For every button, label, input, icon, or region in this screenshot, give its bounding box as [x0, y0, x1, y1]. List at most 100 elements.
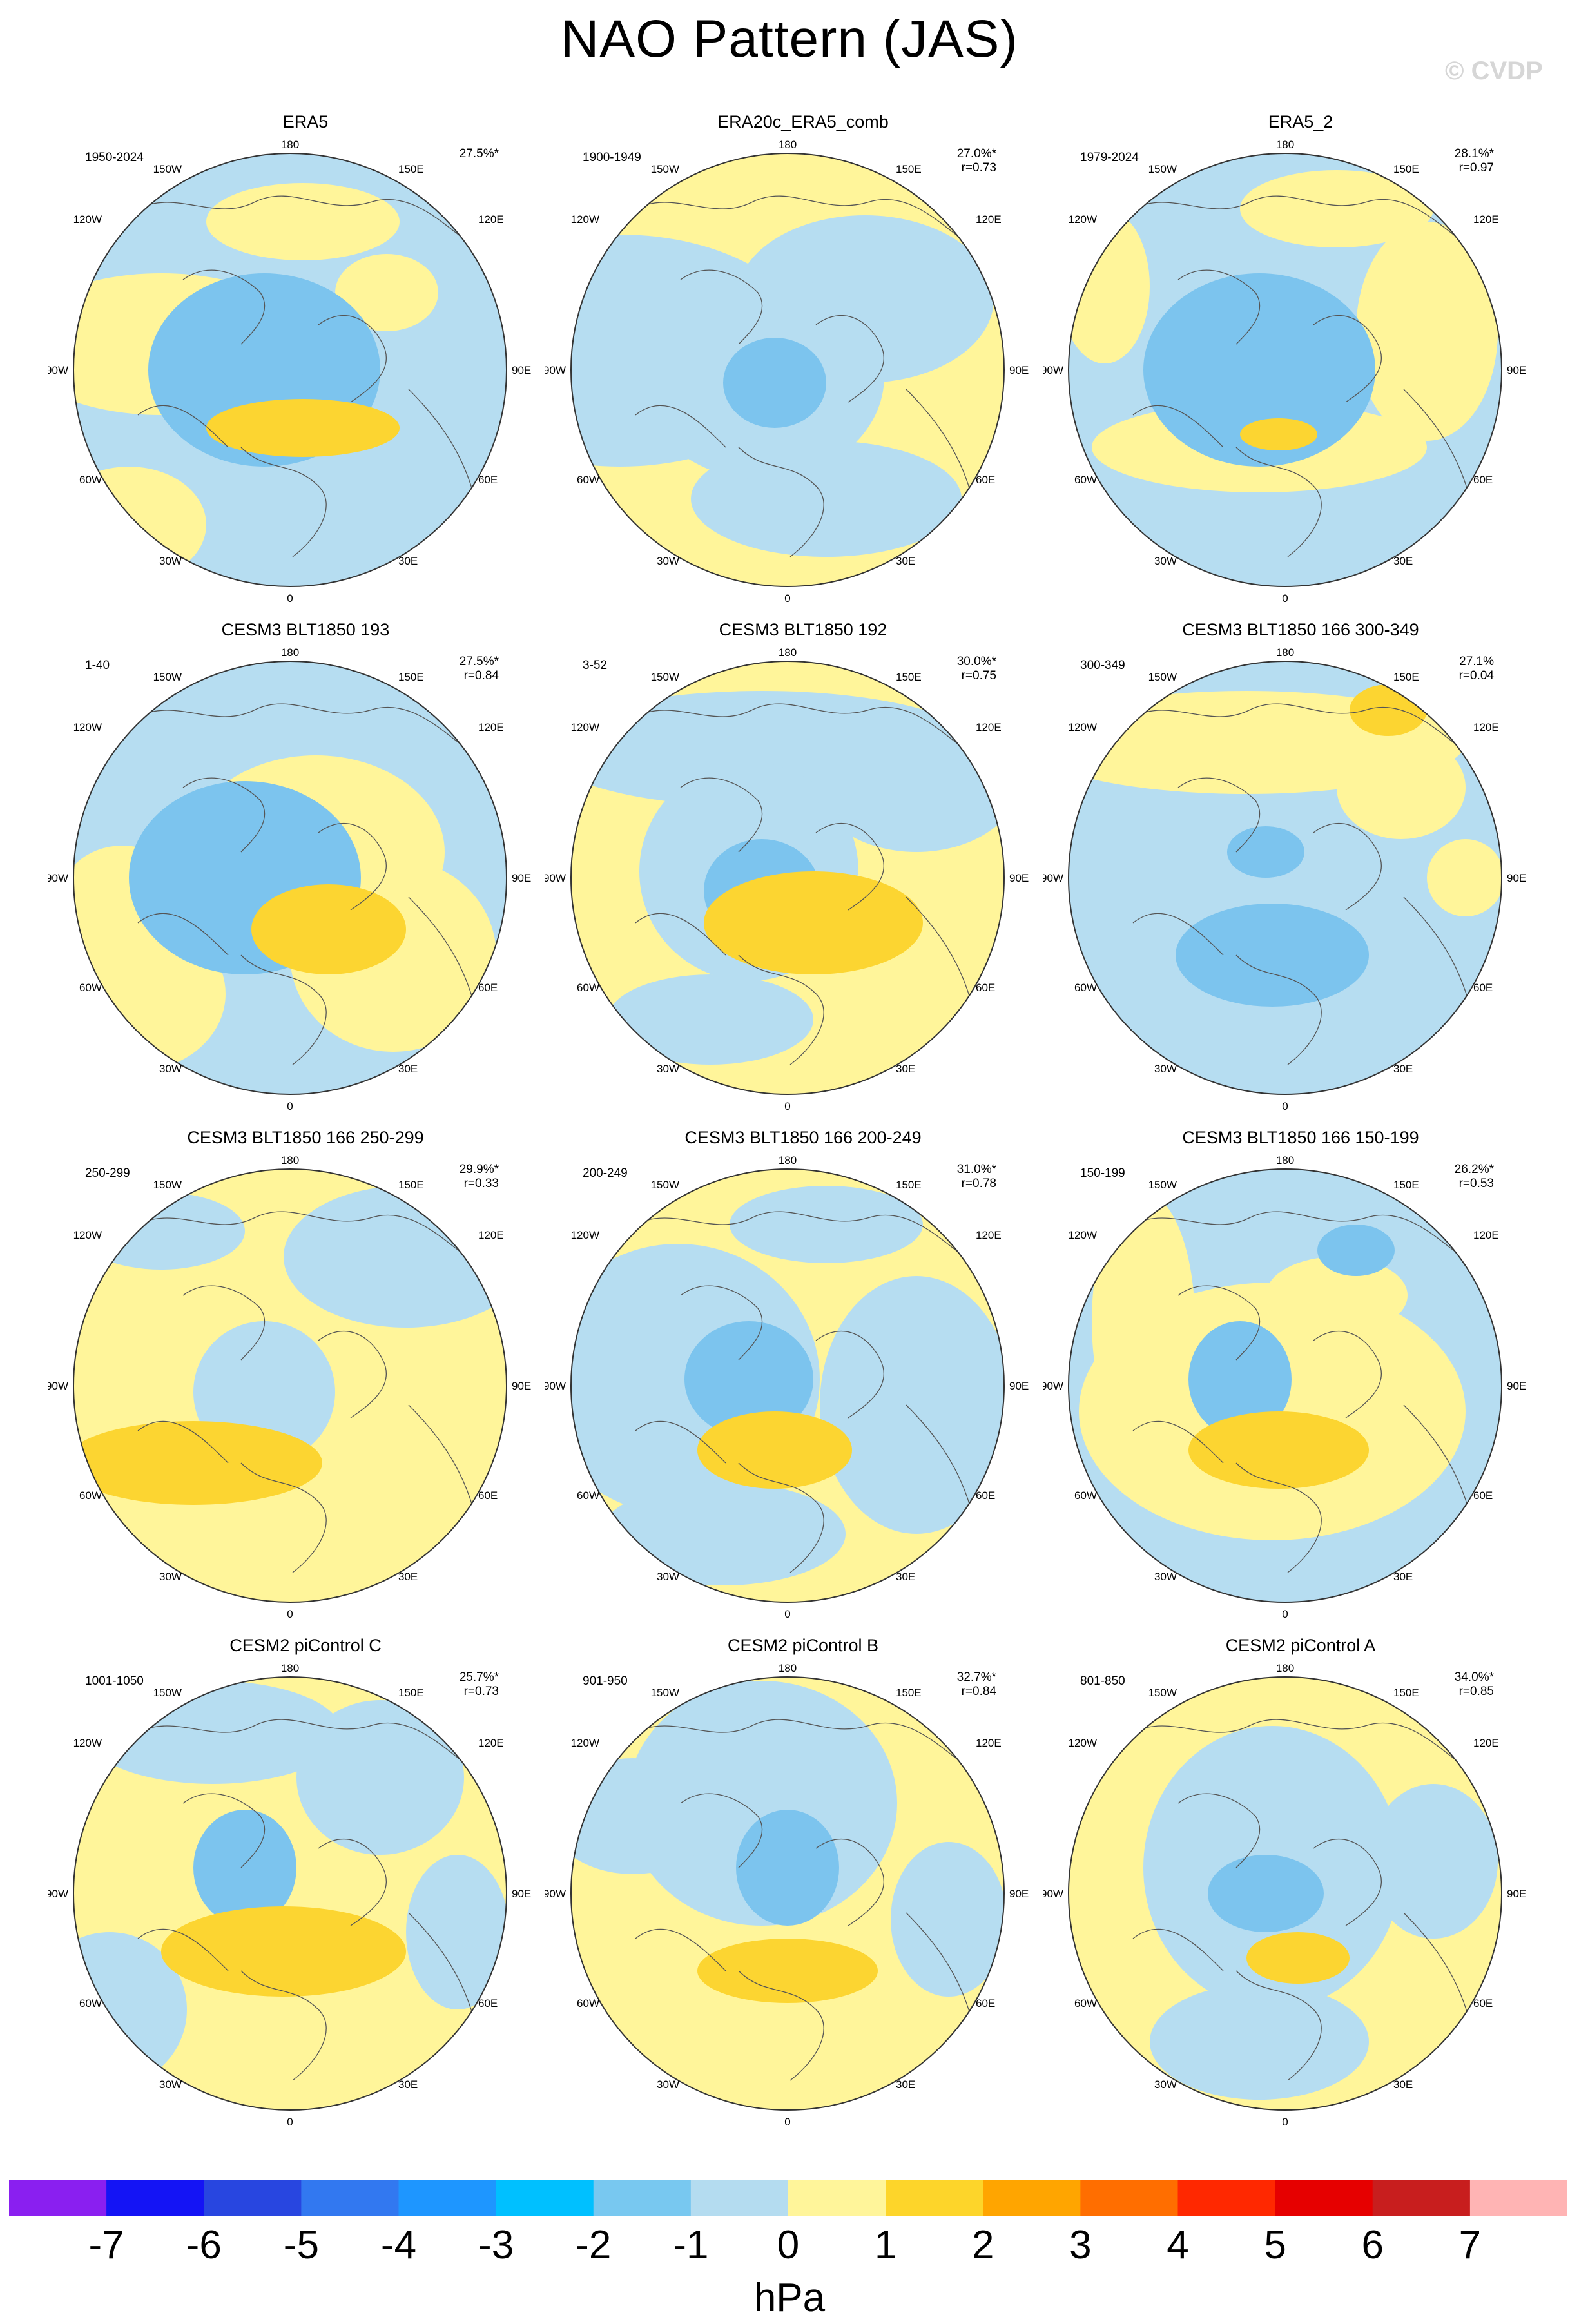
- coastline: [635, 1719, 965, 1765]
- positive-anomaly-region: [335, 254, 438, 331]
- variance-explained: 27.0%*: [956, 147, 996, 160]
- lon-label-60w: 60W: [577, 474, 599, 486]
- lon-label-90w: 90W: [1043, 1380, 1063, 1392]
- colorbar-box: [593, 2180, 692, 2216]
- coastline: [1313, 822, 1382, 911]
- variance-explained: 31.0%*: [956, 1163, 996, 1176]
- lon-label-30e: 30E: [398, 1571, 418, 1583]
- lon-label-180: 180: [779, 646, 797, 659]
- panel-period: 1-40: [85, 659, 110, 672]
- coastline: [1403, 1912, 1469, 2017]
- lon-label-120e: 120E: [1473, 1229, 1499, 1241]
- coastline: [137, 1211, 467, 1257]
- strong-positive-anomaly-region: [1240, 418, 1317, 450]
- lon-label-150e: 150E: [1393, 163, 1419, 175]
- lon-label-150w: 150W: [1148, 671, 1177, 683]
- lon-label-90w: 90W: [48, 364, 68, 376]
- positive-anomaly-region: [1266, 1257, 1408, 1334]
- lon-label-30w: 30W: [159, 2078, 182, 2091]
- map-border: [73, 153, 507, 587]
- lon-label-120w: 120W: [571, 213, 599, 226]
- panel-period: 3-52: [583, 659, 608, 672]
- negative-anomaly-region: [820, 1276, 1004, 1534]
- lon-label-90e: 90E: [1009, 1380, 1029, 1392]
- coastline: [1313, 1838, 1382, 1926]
- coastline: [635, 1928, 726, 1971]
- lon-label-0: 0: [1282, 1608, 1288, 1620]
- lon-label-120e: 120E: [1473, 721, 1499, 733]
- pattern-correlation: r=0.84: [961, 1685, 996, 1698]
- colorbar-tick-label: 7: [1458, 2223, 1482, 2267]
- coastline: [906, 896, 971, 1001]
- coastline: [1177, 777, 1261, 853]
- map-panel: 180 0 150W 150E 120W 120E 90W 90E 60W 60E 30W 30E CE…: [1043, 1128, 1558, 1637]
- variance-explained: 27.5%*: [459, 655, 499, 668]
- pattern-correlation: r=0.78: [961, 1177, 996, 1190]
- coastline: [137, 405, 229, 448]
- lon-label-30w: 30W: [657, 1063, 679, 1075]
- lon-label-90e: 90E: [1507, 1380, 1526, 1392]
- colorbar-box: [204, 2180, 302, 2216]
- lon-label-150w: 150W: [1148, 1687, 1177, 1699]
- negative-anomaly-region: [77, 1192, 245, 1270]
- pattern-correlation: r=0.53: [1458, 1177, 1494, 1190]
- panel-period: 801-850: [1080, 1674, 1125, 1688]
- pattern-correlation: r=0.84: [463, 669, 499, 683]
- lon-label-0: 0: [784, 2116, 790, 2128]
- coastline: [408, 896, 474, 1001]
- variance-explained: 27.1%: [1459, 655, 1494, 668]
- map-border: [73, 1676, 507, 2111]
- polar-map: 180 0 150W 150E 120W 120E 90W 90E 60W 60E 30W 30E: [1043, 646, 1526, 1112]
- colorbar-box: [886, 2180, 983, 2216]
- positive-anomaly-region: [1240, 170, 1433, 247]
- lon-label-90e: 90E: [1507, 1888, 1526, 1900]
- coastline: [1313, 1330, 1382, 1419]
- coastline: [1177, 269, 1261, 345]
- lon-label-60e: 60E: [1473, 474, 1493, 486]
- coastline: [1132, 405, 1224, 448]
- pattern-correlation: r=0.75: [961, 669, 996, 683]
- lon-label-120w: 120W: [1069, 213, 1097, 226]
- coastline: [906, 1404, 971, 1509]
- lon-label-90e: 90E: [512, 1888, 531, 1900]
- lon-label-180: 180: [281, 646, 299, 659]
- negative-anomaly-region: [891, 1842, 1004, 1997]
- lon-label-30e: 30E: [398, 1063, 418, 1075]
- lon-label-120e: 120E: [976, 1737, 1002, 1749]
- lon-label-120e: 120E: [1473, 1737, 1499, 1749]
- coastline: [906, 389, 971, 493]
- lon-label-90w: 90W: [545, 872, 566, 884]
- colorbar-box: [301, 2180, 399, 2216]
- negative-anomaly-region: [296, 1700, 464, 1855]
- map-panel: 180 0 150W 150E 120W 120E 90W 90E 60W 60E 30W 30E CE…: [48, 620, 563, 1129]
- lon-label-60w: 60W: [1074, 1997, 1097, 2009]
- lon-label-30e: 30E: [1393, 555, 1413, 567]
- panel-title: ERA5_2: [1268, 112, 1333, 131]
- watermark: © CVDP: [1445, 57, 1543, 85]
- polar-map: 180 0 150W 150E 120W 120E 90W 90E 60W 60E 30W 30E: [545, 1662, 1029, 2128]
- coastline: [182, 1793, 266, 1868]
- pattern-correlation: r=0.04: [1458, 669, 1494, 683]
- positive-anomaly-region: [1337, 736, 1466, 839]
- lon-label-60w: 60W: [1074, 1489, 1097, 1502]
- lon-label-180: 180: [779, 139, 797, 151]
- coastline: [680, 777, 763, 853]
- lon-label-90e: 90E: [1009, 364, 1029, 376]
- lon-label-180: 180: [281, 1662, 299, 1674]
- panel-title: CESM3 BLT1850 193: [221, 620, 390, 639]
- lon-label-120e: 120E: [976, 213, 1002, 226]
- coastline: [182, 269, 266, 345]
- lon-label-150e: 150E: [896, 163, 922, 175]
- coastline: [1132, 1928, 1224, 1971]
- lon-label-90e: 90E: [1507, 872, 1526, 884]
- panel-title: CESM2 piControl C: [229, 1636, 382, 1655]
- coastline: [1132, 195, 1462, 242]
- coastline: [318, 822, 387, 911]
- negative-anomaly-region: [406, 1855, 507, 2009]
- panel-period: 200-249: [583, 1167, 628, 1180]
- panel-period: 1900-1949: [583, 151, 641, 164]
- lon-label-60e: 60E: [976, 982, 995, 994]
- lon-label-150e: 150E: [1393, 671, 1419, 683]
- positive-anomaly-region: [73, 467, 206, 583]
- colorbar-tick-label: -7: [88, 2223, 124, 2267]
